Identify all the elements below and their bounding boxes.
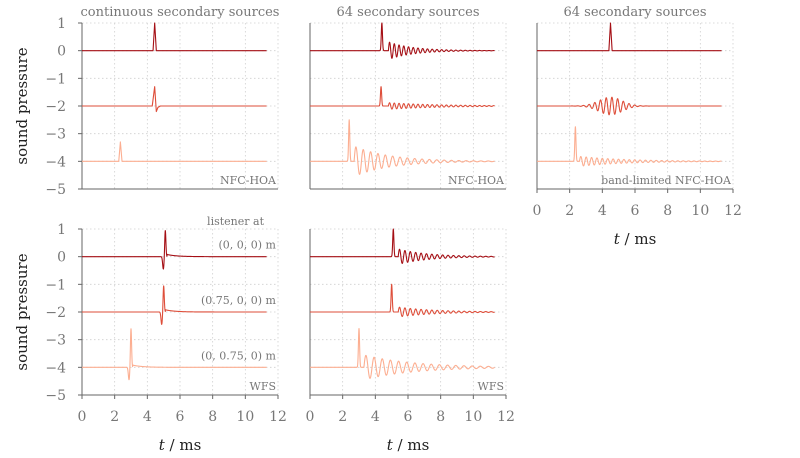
y-tick-label: −2 <box>45 305 66 321</box>
series-line <box>81 285 267 325</box>
series-line <box>309 22 495 59</box>
x-axis-label: t / ms <box>387 436 430 454</box>
panel-title: 64 secondary sources <box>563 5 706 20</box>
y-tick-label: −5 <box>45 388 66 404</box>
x-axis-label: t / ms <box>614 230 657 248</box>
y-tick-label: −2 <box>45 99 66 115</box>
y-tick-label: −4 <box>45 154 66 170</box>
x-tick-label: 8 <box>663 203 672 219</box>
x-tick-label: 6 <box>404 409 413 425</box>
panel-corner-label: WFS <box>478 380 504 393</box>
x-tick-label: 2 <box>338 409 347 425</box>
y-tick-label: −1 <box>45 71 66 87</box>
x-tick-label: 12 <box>724 203 742 219</box>
annotation-header: listener at <box>207 215 265 228</box>
x-tick-label: 10 <box>691 203 709 219</box>
x-tick-label: 2 <box>110 409 119 425</box>
chart-panel-2: 64 secondary sources NFC-HOA <box>309 5 507 190</box>
chart-panel-3: 0 2 4 6 8 10 12 64 secondary sources band-limite… <box>533 5 742 248</box>
x-tick-label: 6 <box>631 203 640 219</box>
x-tick-label: 12 <box>497 409 515 425</box>
panel-corner-label: band-limited NFC-HOA <box>601 174 732 187</box>
x-tick-label: 12 <box>269 409 287 425</box>
x-tick-label: 10 <box>236 409 254 425</box>
y-tick-label: 1 <box>57 16 66 32</box>
series-line <box>309 228 495 264</box>
chart-panel-5: 0 2 4 6 8 10 12 WFS t / ms <box>306 228 515 454</box>
y-tick-label: −5 <box>45 182 66 198</box>
panel-corner-label: WFS <box>250 380 276 393</box>
x-tick-label: 2 <box>565 203 574 219</box>
series-line <box>309 119 495 175</box>
x-tick-label: 0 <box>533 203 542 219</box>
panel-corner-label: NFC-HOA <box>220 174 277 187</box>
series-line <box>536 96 722 116</box>
x-tick-label: 4 <box>371 409 380 425</box>
x-axis-label: t / ms <box>159 436 202 454</box>
y-axis-label: sound pressure <box>13 47 31 164</box>
series-line <box>82 86 267 113</box>
series-line <box>82 141 267 162</box>
panel-title: 64 secondary sources <box>336 5 479 20</box>
panel-corner-label: NFC-HOA <box>448 174 505 187</box>
series-line <box>309 86 495 110</box>
series-line <box>81 328 267 381</box>
y-tick-label: −3 <box>45 127 66 143</box>
series-label: (0.75, 0, 0) m <box>201 294 277 307</box>
x-tick-label: 4 <box>143 409 152 425</box>
x-tick-label: 10 <box>464 409 482 425</box>
x-tick-label: 8 <box>208 409 217 425</box>
y-tick-label: 0 <box>57 250 66 266</box>
x-tick-label: 4 <box>598 203 607 219</box>
y-tick-label: 0 <box>57 44 66 60</box>
y-axis-label: sound pressure <box>13 253 31 370</box>
series-line <box>309 328 495 379</box>
x-tick-label: 0 <box>306 409 315 425</box>
series-line <box>537 22 722 52</box>
x-tick-label: 0 <box>78 409 87 425</box>
y-tick-label: 1 <box>57 222 66 238</box>
series-line <box>536 126 722 167</box>
y-tick-label: −1 <box>45 277 66 293</box>
series-label: (0, 0.75, 0) m <box>201 349 277 362</box>
series-line <box>309 283 495 317</box>
series-line <box>82 22 267 52</box>
chart-panel-4: 10−1−2−3−4−50 2 4 6 8 10 12(0, 0, 0) m(0.75, 0… <box>13 215 287 454</box>
panel-title: continuous secondary sources <box>81 5 280 20</box>
y-tick-label: −3 <box>45 333 66 349</box>
series-label: (0, 0, 0) m <box>219 239 277 252</box>
chart-panel-1: 1 0 −1 −2 −3 −4 −5 continuous secondary sources… <box>13 5 279 198</box>
y-tick-label: −4 <box>45 360 66 376</box>
x-tick-label: 8 <box>436 409 445 425</box>
x-tick-label: 6 <box>176 409 185 425</box>
series-line <box>81 230 267 270</box>
